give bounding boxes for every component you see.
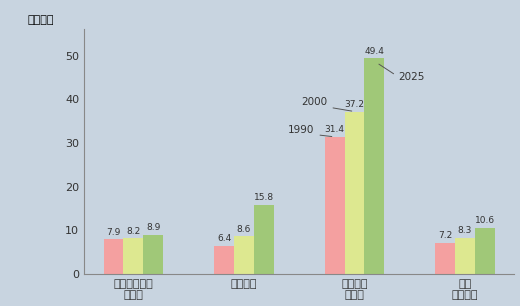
Bar bbox=[475, 228, 495, 274]
Text: 1990: 1990 bbox=[288, 125, 332, 136]
Bar bbox=[254, 205, 274, 274]
Text: 8.3: 8.3 bbox=[458, 226, 472, 235]
Text: 7.2: 7.2 bbox=[438, 231, 452, 240]
Text: 37.2: 37.2 bbox=[344, 100, 365, 109]
Text: 7.9: 7.9 bbox=[106, 228, 121, 237]
Text: 6.4: 6.4 bbox=[217, 234, 231, 243]
Bar bbox=[144, 235, 163, 274]
Text: 8.2: 8.2 bbox=[126, 226, 140, 236]
Bar bbox=[103, 240, 123, 274]
Text: 8.6: 8.6 bbox=[237, 225, 251, 234]
Bar bbox=[123, 238, 144, 274]
Bar bbox=[324, 137, 345, 274]
Text: 31.4: 31.4 bbox=[324, 125, 345, 134]
Text: 2000: 2000 bbox=[302, 97, 352, 111]
Bar bbox=[435, 243, 455, 274]
Text: （億人）: （億人） bbox=[28, 15, 55, 24]
Text: 15.8: 15.8 bbox=[254, 193, 274, 202]
Text: 10.6: 10.6 bbox=[475, 216, 495, 225]
Bar bbox=[345, 112, 365, 274]
Text: 2025: 2025 bbox=[379, 64, 425, 82]
Text: 8.9: 8.9 bbox=[146, 223, 161, 233]
Bar bbox=[234, 237, 254, 274]
Bar bbox=[365, 58, 384, 274]
Text: 49.4: 49.4 bbox=[365, 47, 384, 56]
Bar bbox=[214, 246, 234, 274]
Bar bbox=[455, 238, 475, 274]
